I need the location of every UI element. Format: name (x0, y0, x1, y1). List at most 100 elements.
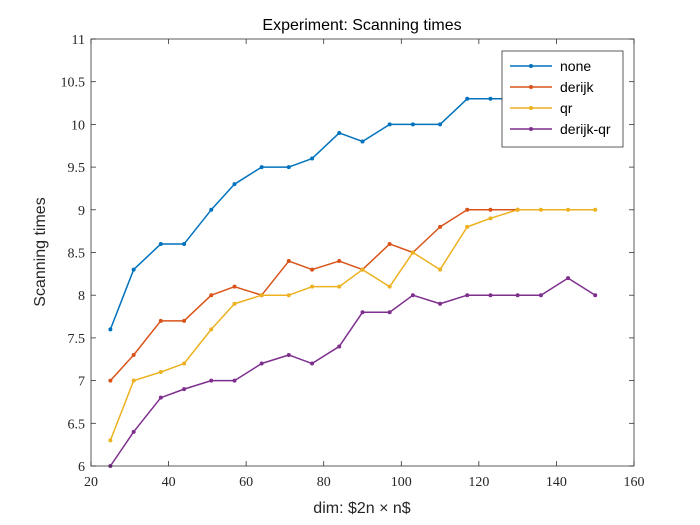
data-point-none (438, 122, 443, 127)
data-point-qr (108, 438, 113, 443)
legend-box (501, 50, 624, 148)
x-tick-label: 120 (468, 475, 489, 490)
data-point-qr (438, 267, 443, 272)
data-point-qr (538, 207, 543, 212)
data-point-derijk (438, 224, 443, 229)
y-tick-label: 11 (72, 33, 85, 48)
axes-layer: 20 40 60 80 100 120 140 160 6 6.5 7 7.5 8 8.5 9 9.5 10 10… (61, 33, 645, 490)
legend-marker-qr (529, 106, 533, 110)
legend-item-derijk-qr: derijk-qr (510, 121, 611, 137)
data-point-none (286, 165, 291, 170)
data-point-derijk (286, 259, 291, 264)
legend-marker-derijk-qr (529, 127, 533, 131)
data-point-qr (387, 284, 392, 289)
data-point-qr (465, 224, 470, 229)
data-point-none (108, 327, 113, 332)
data-point-derijk-qr (209, 378, 214, 383)
data-point-none (337, 130, 342, 135)
data-point-derijk-qr (465, 293, 470, 298)
x-tick-label: 160 (624, 475, 645, 490)
x-tick-label: 100 (391, 475, 412, 490)
data-point-derijk-qr (515, 293, 520, 298)
data-point-qr (310, 284, 315, 289)
legend-item-none: none (510, 58, 591, 74)
data-point-none (209, 207, 214, 212)
y-tick-label: 7.5 (68, 332, 86, 347)
y-tick-label: 9.5 (68, 161, 86, 176)
data-point-none (232, 182, 237, 187)
legend-item-derijk: derijk (510, 79, 594, 95)
data-point-none (410, 122, 415, 127)
y-tick-label: 6.5 (68, 417, 86, 432)
data-point-derijk-qr (182, 387, 187, 392)
x-tick-label: 40 (162, 475, 176, 490)
y-tick-label: 9 (78, 204, 85, 219)
data-point-qr (131, 378, 136, 383)
legend-label-derijk: derijk (560, 79, 594, 95)
data-point-qr (259, 293, 264, 298)
data-point-derijk-qr (360, 310, 365, 315)
data-point-derijk (310, 267, 315, 272)
data-point-none (158, 241, 163, 246)
legend-marker-derijk (529, 85, 533, 89)
data-point-derijk-qr (438, 301, 443, 306)
y-tick-label: 8 (78, 289, 85, 304)
data-point-derijk-qr (232, 378, 237, 383)
data-point-derijk-qr (538, 293, 543, 298)
data-point-qr (182, 361, 187, 366)
x-tick-label: 80 (317, 475, 331, 490)
legend-marker-none (529, 64, 533, 68)
data-point-qr (593, 207, 598, 212)
data-point-derijk-qr (158, 395, 163, 400)
data-point-derijk-qr (566, 276, 571, 281)
data-point-none (360, 139, 365, 144)
x-tick-label: 20 (84, 475, 98, 490)
data-point-derijk-qr (488, 293, 493, 298)
data-point-derijk-qr (131, 429, 136, 434)
data-point-qr (566, 207, 571, 212)
data-point-none (131, 267, 136, 272)
data-point-none (488, 96, 493, 101)
series-qr (108, 207, 598, 443)
data-point-qr (360, 267, 365, 272)
data-point-none (259, 165, 264, 170)
y-tick-label: 6 (78, 460, 85, 475)
legend-label-qr: qr (560, 100, 573, 116)
data-point-none (310, 156, 315, 161)
series-line-derijk-qr (109, 277, 596, 467)
data-point-qr (337, 284, 342, 289)
legend-item-qr: qr (510, 100, 573, 116)
data-point-qr (488, 216, 493, 221)
data-point-none (387, 122, 392, 127)
data-point-derijk (182, 318, 187, 323)
y-tick-label: 7 (78, 375, 85, 390)
data-point-none (465, 96, 470, 101)
data-point-derijk (108, 378, 113, 383)
data-point-qr (410, 250, 415, 255)
data-point-derijk (387, 241, 392, 246)
data-point-derijk (232, 284, 237, 289)
x-axis-title: dim: $2n × n$ (313, 500, 411, 517)
data-point-none (182, 241, 187, 246)
data-point-derijk (209, 293, 214, 298)
data-point-derijk (337, 259, 342, 264)
data-point-qr (158, 370, 163, 375)
series-none (108, 96, 520, 332)
data-point-derijk (488, 207, 493, 212)
data-point-derijk-qr (259, 361, 264, 366)
data-point-derijk-qr (410, 293, 415, 298)
data-point-qr (232, 301, 237, 306)
data-point-derijk (158, 318, 163, 323)
data-point-qr (209, 327, 214, 332)
data-point-derijk-qr (310, 361, 315, 366)
data-point-derijk (465, 207, 470, 212)
data-point-derijk (131, 352, 136, 357)
data-point-qr (515, 207, 520, 212)
series-derijk-qr (108, 276, 598, 468)
series-layer (108, 96, 598, 468)
legend-label-none: none (560, 58, 591, 74)
data-point-qr (286, 293, 291, 298)
y-tick-label: 10 (71, 118, 85, 133)
x-tick-label: 140 (546, 475, 567, 490)
